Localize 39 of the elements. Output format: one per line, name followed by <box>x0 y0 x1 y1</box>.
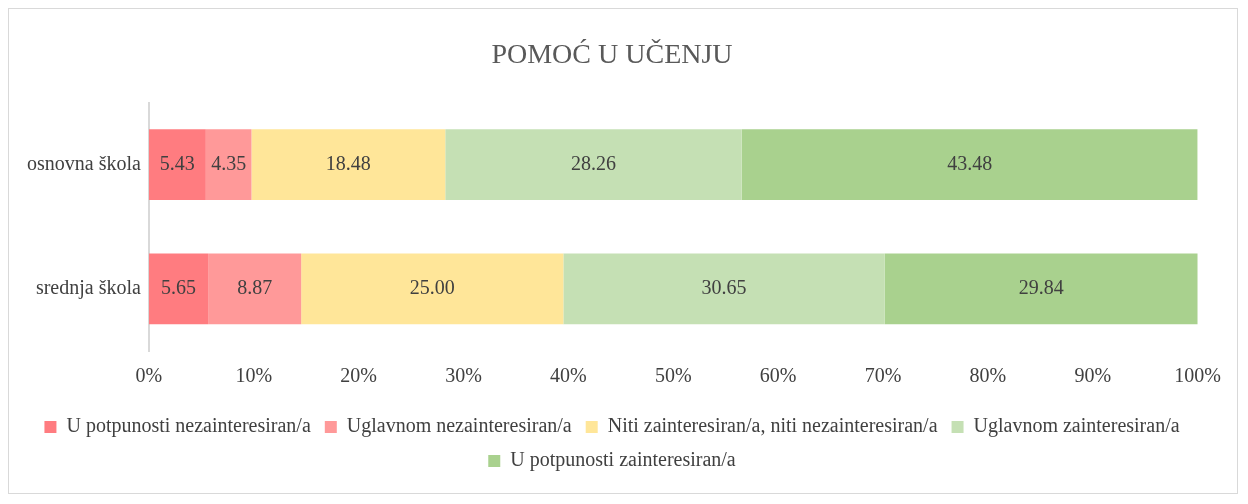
bar <box>148 129 206 201</box>
y-tick-label: srednja škola <box>35 276 141 300</box>
bar <box>301 253 564 325</box>
legend-label: U potpunosti nezainteresiran/a <box>66 414 311 438</box>
bar <box>741 129 1198 201</box>
bar <box>251 129 446 201</box>
x-tick-label: 60% <box>759 364 797 387</box>
x-tick-label: 70% <box>864 364 902 387</box>
data-label: 5.65 <box>161 276 197 299</box>
legend-label: Uglavnom zainteresiran/a <box>973 414 1180 438</box>
bar <box>445 129 742 201</box>
y-tick-label: osnovna škola <box>26 151 141 174</box>
data-label: 29.84 <box>1018 276 1064 299</box>
legend-label: Niti zainteresiran/a, niti nezainteresiran/a <box>607 414 938 437</box>
data-label: 30.65 <box>701 276 747 299</box>
data-label: 5.43 <box>159 151 195 174</box>
bar <box>205 129 252 201</box>
chart-title: POMOĆ U UČENJU <box>491 38 733 70</box>
bar <box>884 253 1198 325</box>
x-tick-label: 80% <box>969 364 1007 387</box>
x-tick-label: 0% <box>135 364 163 387</box>
data-label: 25.00 <box>409 276 455 299</box>
bar <box>148 253 209 325</box>
data-label: 18.48 <box>325 151 371 174</box>
data-label: 28.26 <box>570 151 616 174</box>
data-label: 4.35 <box>211 151 247 174</box>
x-tick-label: 40% <box>550 364 587 387</box>
x-tick-label: 50% <box>654 364 692 387</box>
data-label: 43.48 <box>947 151 993 174</box>
x-tick-label: 30% <box>445 364 482 387</box>
data-label: 8.87 <box>237 276 273 299</box>
x-tick-label: 100% <box>1174 364 1222 387</box>
bar <box>563 253 885 325</box>
x-tick-label: 20% <box>340 364 377 387</box>
bar <box>208 253 302 325</box>
x-tick-label: 90% <box>1074 364 1112 387</box>
x-tick-label: 10% <box>235 364 273 387</box>
legend-label: U potpunosti zainteresiran/a <box>510 448 736 472</box>
legend-label: Uglavnom nezainteresiran/a <box>346 414 572 438</box>
